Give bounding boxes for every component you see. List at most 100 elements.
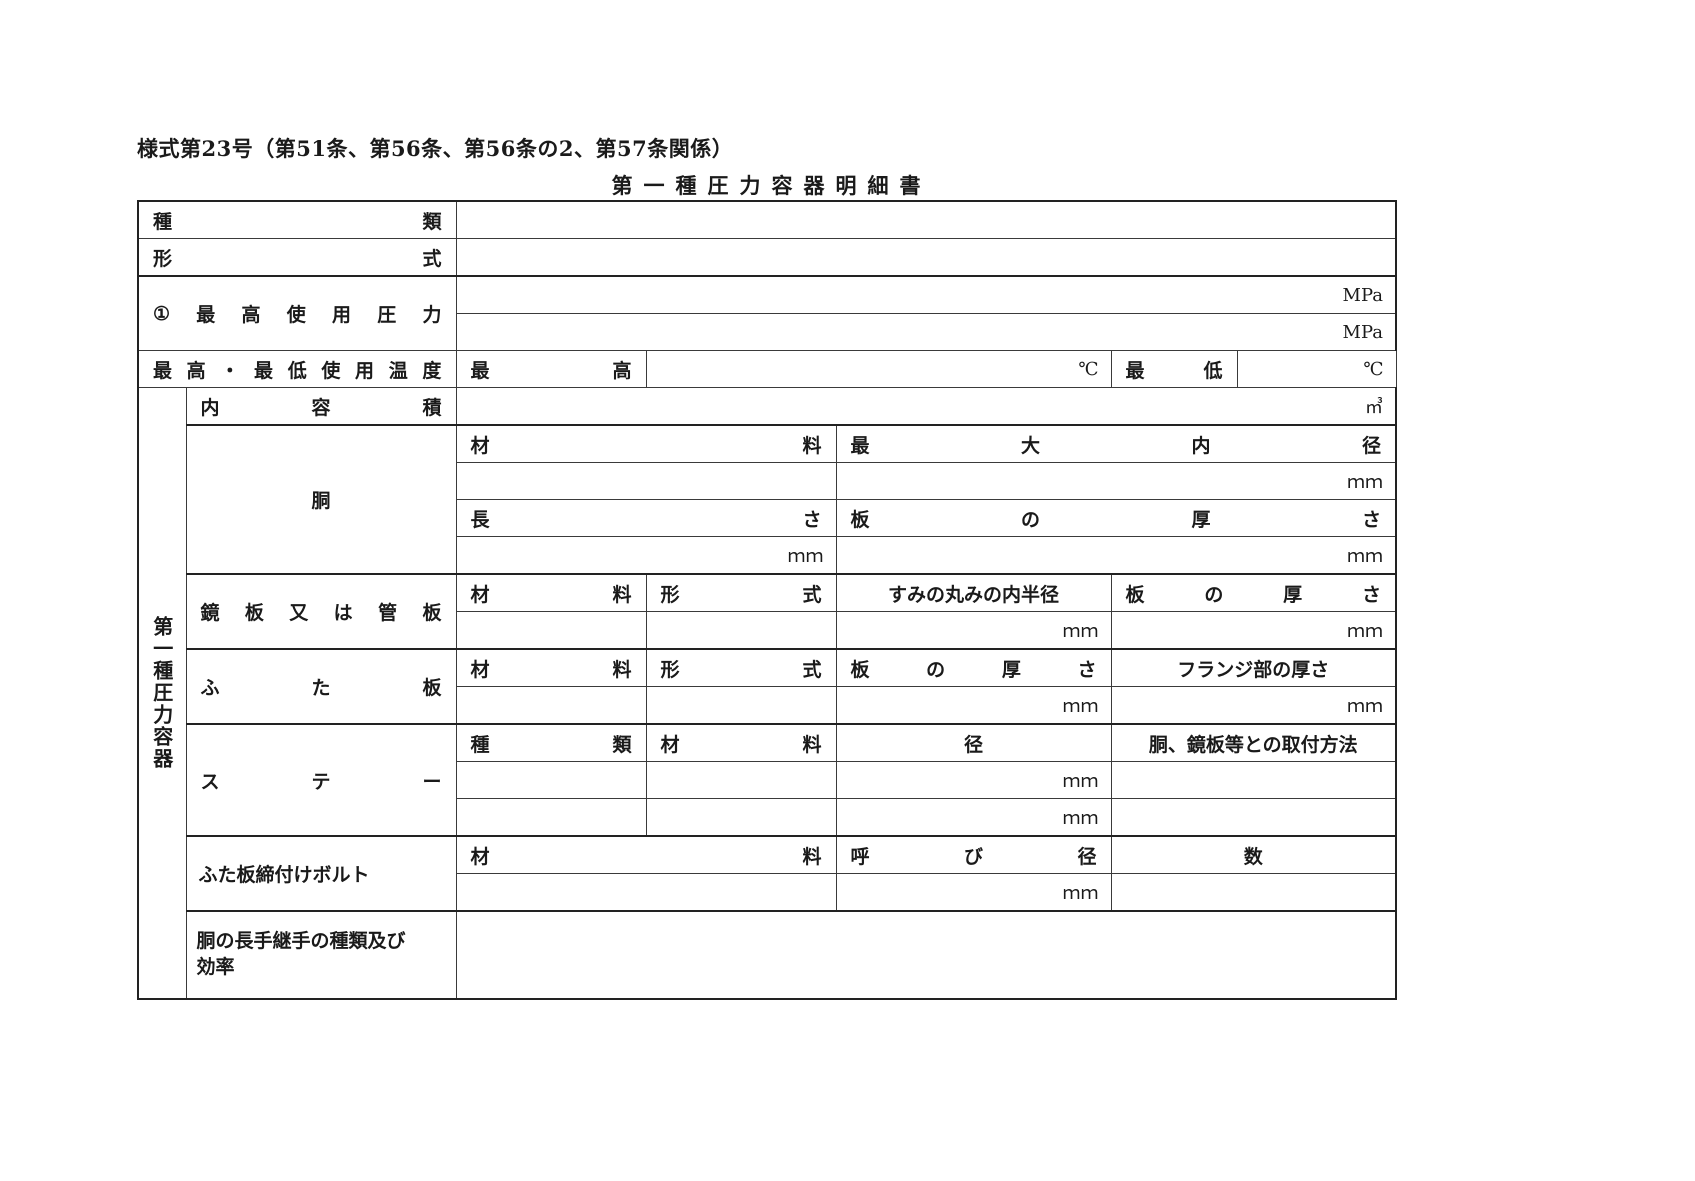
input-bolt-count[interactable] [1110,873,1397,912]
row-label-volume: 内 容 積 [185,387,457,426]
input-bolt-material[interactable] [455,873,837,912]
end-plate-char-3: は [333,602,353,624]
header-end-plate-type: 形 式 [645,573,837,612]
header-bolt-material: 材 料 [455,835,837,874]
input-cover-material[interactable] [455,686,647,725]
row-label-shell: 胴 [185,424,457,575]
form-number: 様式第23号（第51条、第56条、第56条の2、第57条関係） [137,136,734,161]
temp-char-7: 温 [388,359,408,382]
temp-min-char-1: 低 [1203,359,1223,382]
input-end-plate-type[interactable] [645,611,837,650]
kind-char-0: 種 [153,210,173,233]
stay-char-0: ス [200,770,220,793]
unit-celsius-min: ℃ [1363,358,1384,380]
shell-thk-char-2: 厚 [1191,508,1211,531]
header-end-plate-thickness: 板 の 厚 さ [1110,573,1397,612]
input-temperature-max[interactable]: ℃ [645,350,1112,388]
input-cover-flange-thickness[interactable]: ｍｍ [1110,686,1397,725]
table-row: ｍｍ ｍｍ [138,611,1397,650]
bolt-mat-char-0: 材 [470,845,490,868]
stay-mat-char-0: 材 [660,733,680,756]
cp-thk-char-2: 厚 [1001,658,1021,681]
ep-mat-char-0: 材 [470,583,490,606]
max-pressure-char-6: 力 [422,304,442,326]
input-volume[interactable]: ㎥ [455,387,1397,426]
input-stay-attach-2[interactable] [1110,798,1397,837]
end-plate-char-2: 又 [289,602,309,624]
input-end-plate-corner-radius[interactable]: ｍｍ [835,611,1112,650]
row-label-temperature: 最 高 ・ 最 低 使 用 温 度 [137,350,457,388]
input-stay-kind-2[interactable] [455,798,647,837]
max-pressure-char-4: 用 [331,304,351,326]
stay-mat-char-1: 料 [802,733,822,756]
type-char-0: 形 [153,247,173,270]
stay-char-2: ー [422,770,442,793]
kind-char-1: 類 [422,210,442,233]
input-shell-plate-thickness[interactable]: ｍｍ [835,536,1397,575]
input-cover-type[interactable] [645,686,837,725]
input-cover-thickness[interactable]: ｍｍ [835,686,1112,725]
unit-mm-shell-dia: ｍｍ [1347,472,1383,493]
shell-length-char-1: さ [802,508,822,531]
bolt-dia-char-0: 呼 [850,845,870,868]
table-row: ① 最 高 使 用 圧 力 MPa [137,275,1397,351]
input-bolt-nominal-dia[interactable]: ｍｍ [835,873,1112,912]
row-label-max-pressure: ① 最 高 使 用 圧 力 [137,275,457,351]
header-shell-plate-thickness: 板 の 厚 さ [835,499,1397,537]
stay-char-1: テ [311,770,331,793]
input-stay-attach-1[interactable] [1110,761,1397,799]
row-label-type: 形 式 [137,238,457,277]
header-end-plate-corner-radius: すみの丸みの内半径 [835,573,1112,612]
input-stay-material-2[interactable] [645,798,837,837]
input-shell-material[interactable] [455,462,837,500]
row-label-bolt: ふた板締付けボルト [185,835,457,912]
table-row: ふた板締付けボルト 材 料 呼 び 径 数 [138,835,1397,912]
unit-mm-bolt: ｍｍ [1062,883,1099,904]
bolt-label: ふた板締付けボルト [198,864,370,886]
input-stay-material-1[interactable] [645,761,837,799]
unit-mpa-2: MPa [1342,321,1383,343]
joint-label-line2: 効率 [196,956,235,978]
table-row: MPa [138,313,1397,351]
shell-length-char-0: 長 [470,508,490,531]
input-kind[interactable] [455,200,1397,239]
max-pressure-char-2: 高 [241,304,261,326]
table-row: 第一種圧力容器 内 容 積 ㎥ [137,387,1397,1000]
table-row: 長 さ 板 の 厚 さ [138,499,1397,537]
shell-thk-char-1: の [1020,508,1040,531]
temp-max-char-1: 高 [612,359,632,382]
input-shell-length[interactable]: ｍｍ [455,536,837,575]
header-shell-material: 材 料 [455,424,837,463]
shell-thk-char-0: 板 [850,508,870,531]
header-cover-flange-thickness: フランジ部の厚さ [1110,648,1397,687]
volume-char-1: 容 [311,396,331,419]
input-stay-kind-1[interactable] [455,761,647,799]
unit-mm-shell-length: ｍｍ [787,546,824,567]
input-max-pressure-2[interactable]: MPa [455,313,1397,351]
table-row: ｍｍ [138,798,1397,837]
header-end-plate-material: 材 料 [455,573,647,612]
joint-label-line1: 胴の長手継手の種類及び [196,930,406,953]
input-stay-diameter-1[interactable]: ｍｍ [835,761,1112,799]
row-label-end-plate: 鏡 板 又 は 管 板 [185,573,457,650]
input-shell-max-inner-dia[interactable]: ｍｍ [835,462,1397,500]
input-joint[interactable] [455,910,1397,1000]
max-pressure-char-1: 最 [196,304,216,326]
end-plate-char-4: 管 [378,602,398,624]
cp-type-char-0: 形 [660,658,680,681]
input-type[interactable] [455,238,1397,277]
row-label-cover-plate: ふ た 板 [185,648,457,725]
temp-min-char-0: 最 [1125,359,1145,382]
input-temperature-min[interactable]: ℃ [1237,351,1396,387]
input-end-plate-material[interactable] [455,611,647,650]
unit-m3: ㎥ [1365,397,1383,418]
header-bolt-nominal-dia: 呼 び 径 [835,835,1112,874]
input-max-pressure-1[interactable]: MPa [455,275,1397,314]
cp-thk-char-3: さ [1077,658,1097,681]
shell-material-char-1: 料 [802,434,822,457]
input-end-plate-thickness[interactable]: ｍｍ [1110,611,1397,650]
shell-dia-char-3: 径 [1361,434,1381,457]
input-stay-diameter-2[interactable]: ｍｍ [835,798,1112,837]
ep-thk-char-1: の [1204,583,1224,606]
temp-max-char-0: 最 [470,359,490,382]
